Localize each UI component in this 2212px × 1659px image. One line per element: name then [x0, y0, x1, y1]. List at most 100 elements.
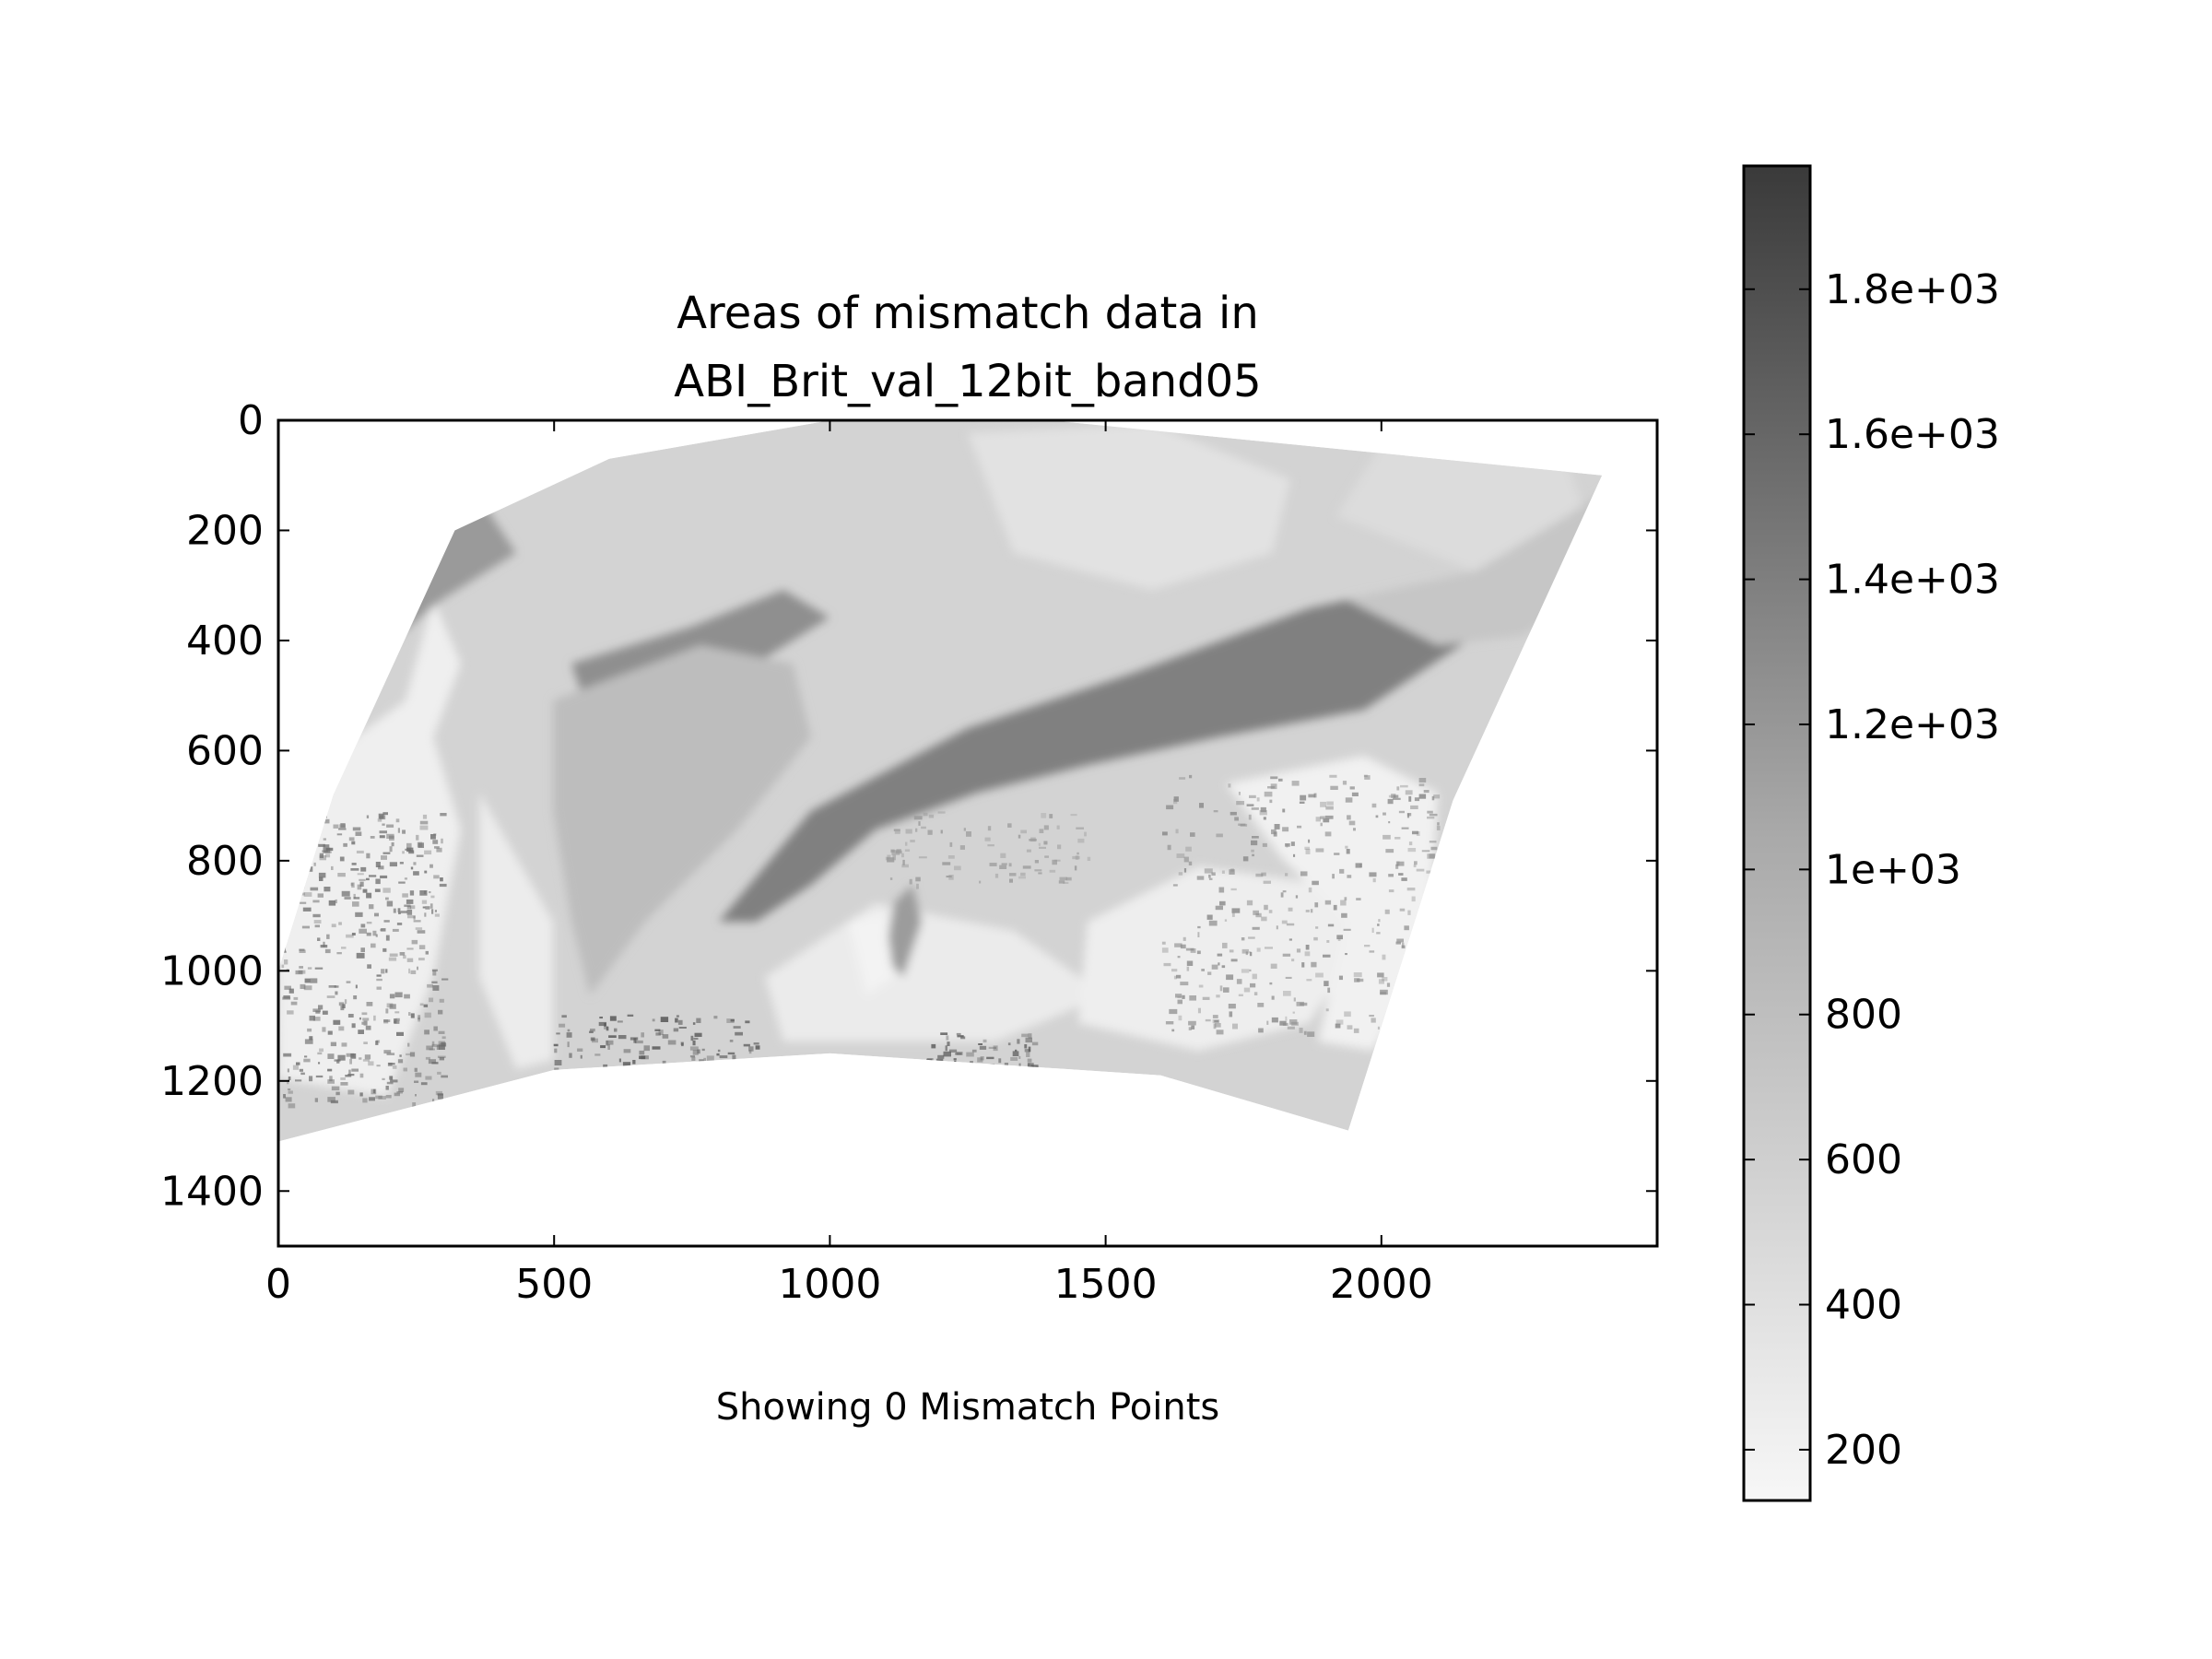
speckle — [940, 830, 943, 834]
speckle — [1382, 954, 1386, 960]
speckle — [376, 986, 382, 990]
speckle — [1215, 1023, 1221, 1028]
speckle — [1323, 954, 1331, 958]
speckle — [1216, 1030, 1224, 1035]
speckle — [428, 1059, 436, 1065]
speckle — [389, 862, 397, 867]
speckle — [1020, 872, 1026, 877]
speckle — [375, 1041, 379, 1045]
speckle — [414, 1067, 418, 1072]
speckle — [1010, 1056, 1018, 1061]
speckle — [1001, 863, 1007, 865]
speckle — [1336, 935, 1343, 940]
speckle — [402, 893, 408, 898]
speckle — [381, 928, 386, 932]
speckle — [1161, 947, 1169, 953]
speckle — [418, 945, 426, 949]
speckle — [948, 875, 954, 880]
speckle — [348, 1069, 351, 1075]
speckle — [1384, 909, 1390, 914]
speckle — [1405, 790, 1413, 795]
speckle — [727, 1052, 735, 1055]
speckle — [691, 1056, 696, 1061]
speckle — [1024, 1044, 1028, 1049]
speckle — [373, 1088, 376, 1094]
speckle — [324, 948, 331, 954]
speckle — [441, 1041, 446, 1047]
speckle — [328, 900, 336, 906]
speckle — [1230, 959, 1238, 962]
speckle — [589, 1030, 594, 1033]
speckle — [607, 1044, 610, 1050]
speckle — [1401, 827, 1409, 830]
speckle — [658, 1030, 664, 1035]
speckle — [1249, 952, 1253, 957]
speckle — [284, 959, 288, 965]
speckle — [1027, 1058, 1032, 1063]
speckle — [1241, 969, 1250, 973]
speckle — [398, 881, 406, 884]
speckle — [425, 1056, 430, 1060]
speckle — [419, 890, 428, 896]
speckle — [1171, 969, 1178, 972]
speckle — [1201, 969, 1205, 971]
speckle — [960, 1036, 966, 1040]
speckle — [400, 911, 407, 913]
speckle — [396, 1091, 403, 1094]
speckle — [331, 924, 336, 928]
colorbar-tick-label: 1.2e+03 — [1825, 701, 2000, 748]
speckle — [432, 1099, 435, 1102]
speckle — [905, 841, 908, 846]
speckle — [439, 883, 447, 888]
speckle — [660, 1017, 669, 1022]
speckle — [367, 964, 371, 969]
speckle — [399, 862, 404, 865]
speckle — [376, 1065, 381, 1067]
speckle — [1324, 981, 1329, 986]
speckle — [1285, 976, 1292, 979]
speckle — [1165, 1021, 1174, 1025]
speckle — [385, 969, 388, 973]
y-tick-label: 1000 — [160, 947, 264, 994]
speckle — [353, 897, 360, 900]
speckle — [946, 876, 952, 878]
speckle — [322, 1010, 328, 1015]
speckle — [1026, 1052, 1030, 1057]
speckle — [406, 947, 414, 950]
speckle — [300, 983, 306, 989]
speckle — [1223, 987, 1230, 993]
speckle — [344, 999, 347, 1005]
speckle — [331, 865, 334, 870]
speckle — [1426, 870, 1434, 874]
speckle — [361, 1021, 364, 1025]
speckle — [561, 1015, 567, 1018]
speckle — [993, 1045, 998, 1052]
speckle — [590, 1029, 595, 1032]
speckle — [623, 1049, 631, 1053]
speckle — [414, 1080, 419, 1083]
speckle — [1288, 907, 1293, 912]
speckle — [381, 969, 385, 974]
speckle — [1175, 994, 1182, 998]
speckle — [362, 1018, 370, 1021]
speckle — [403, 955, 406, 959]
speckle — [286, 969, 289, 971]
speckle — [1166, 805, 1174, 810]
speckle — [1240, 823, 1248, 827]
speckle — [913, 816, 923, 820]
speckle — [333, 824, 339, 829]
speckle — [1327, 924, 1335, 927]
speckle — [351, 933, 356, 935]
speckle — [391, 841, 394, 847]
speckle — [1344, 1011, 1351, 1018]
speckle — [1293, 853, 1296, 857]
speckle — [1229, 1011, 1233, 1018]
speckle — [1364, 775, 1371, 780]
speckle — [415, 927, 423, 930]
speckle — [346, 981, 351, 983]
speckle — [553, 1043, 559, 1047]
speckle — [618, 1058, 621, 1063]
speckle — [1017, 1039, 1020, 1044]
speckle — [1204, 868, 1213, 874]
speckle — [409, 1052, 416, 1057]
